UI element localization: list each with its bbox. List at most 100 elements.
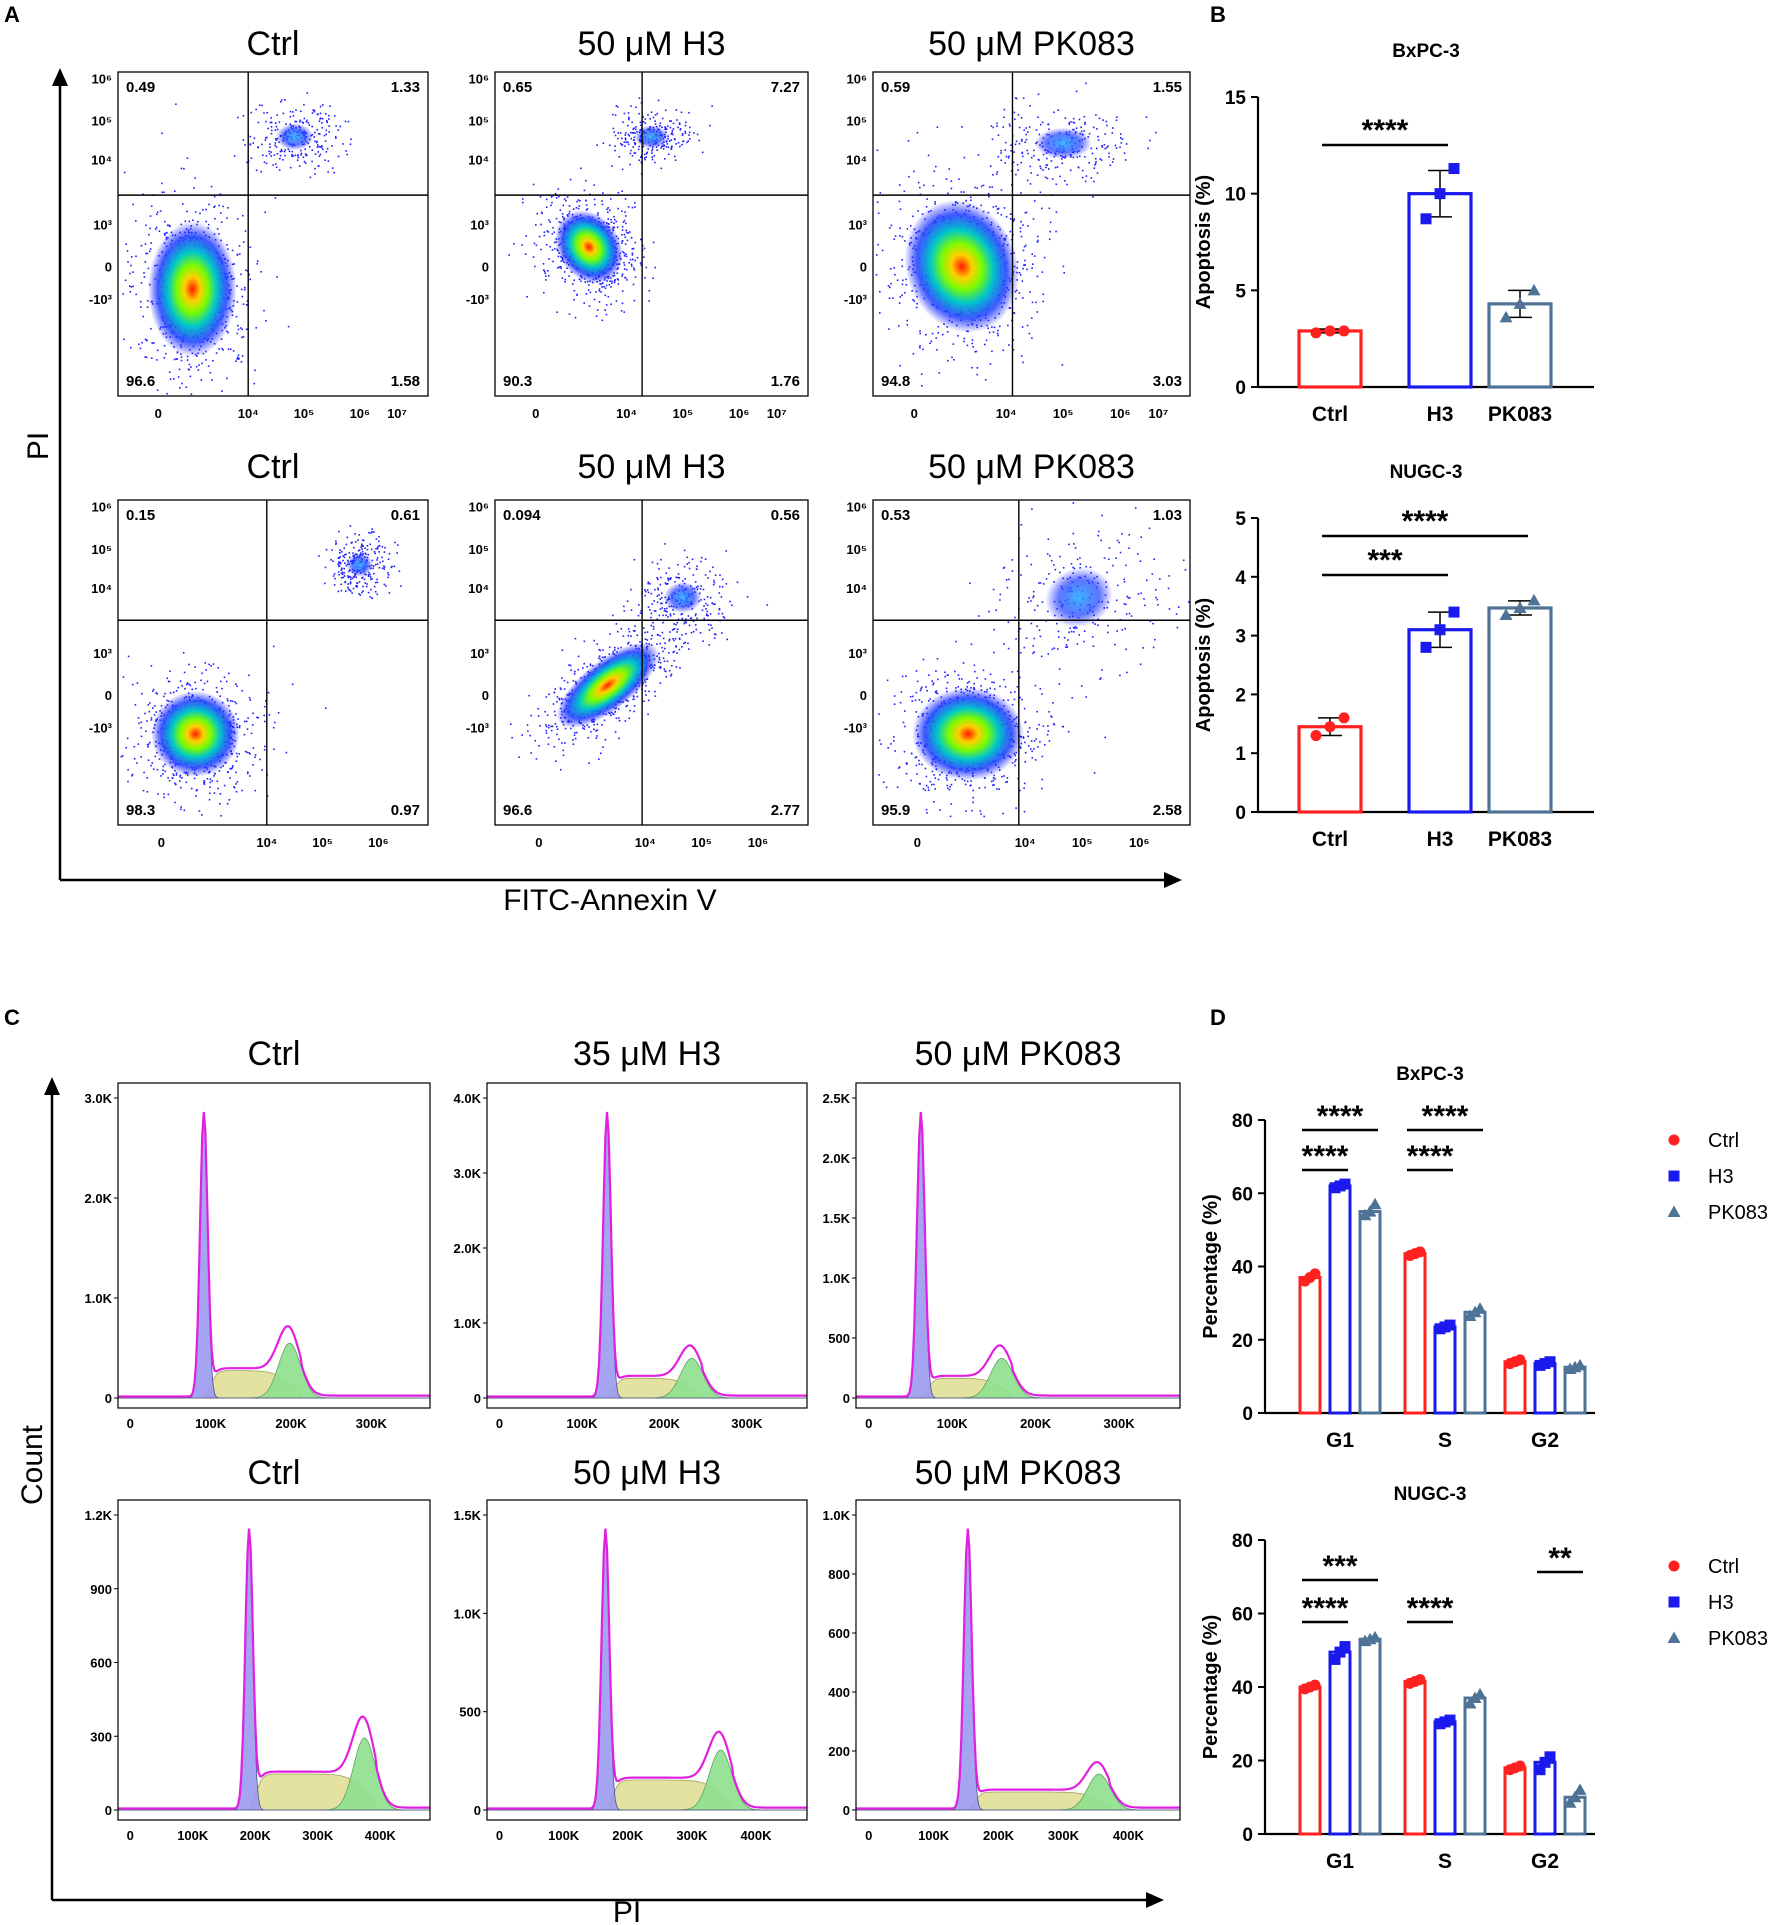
flow-dot — [613, 226, 616, 229]
flow-dot — [704, 558, 707, 560]
flow-dot — [180, 356, 183, 358]
flow-dot — [318, 555, 320, 557]
flow-dot — [634, 630, 636, 632]
flow-dot — [349, 576, 352, 578]
flow-dot — [971, 366, 973, 369]
flow-dot — [161, 191, 163, 194]
flow-dot — [633, 710, 635, 713]
flow-dot — [686, 556, 689, 559]
flow-dot — [311, 149, 314, 151]
flow-dot — [658, 568, 660, 570]
flow-dot — [263, 749, 266, 751]
flow-dot — [141, 692, 143, 695]
flow-dot — [553, 746, 556, 748]
flow-dots — [510, 543, 769, 771]
flow-dot — [645, 684, 647, 687]
flow-dot — [237, 116, 239, 119]
flow-dot — [192, 219, 194, 221]
flow-dot — [157, 349, 159, 352]
flow-dot — [699, 632, 702, 634]
flow-dot — [338, 573, 340, 576]
flow-dot — [562, 204, 565, 207]
flow-dot — [562, 749, 564, 752]
flow-dot — [233, 155, 236, 157]
flow-dot — [249, 699, 251, 701]
flow-dot — [687, 615, 690, 617]
flow-dot — [913, 300, 916, 302]
flow-dot — [633, 696, 635, 698]
flow-dot — [683, 549, 686, 552]
flow-dot — [340, 589, 343, 592]
flow-dot — [701, 151, 704, 154]
flow-dot — [182, 652, 185, 654]
flow-dot — [1013, 151, 1015, 153]
flow-dot — [731, 604, 733, 607]
flow-dot — [1084, 121, 1086, 124]
flow-x-tick: 10⁷ — [1148, 406, 1168, 421]
flow-dot — [537, 707, 539, 710]
flow-dot — [149, 227, 151, 230]
flow-dot — [1003, 678, 1005, 681]
flow-dot — [269, 146, 271, 148]
flow-dot — [282, 112, 285, 115]
flow-plot-title: Ctrl — [247, 25, 300, 63]
flow-dot — [255, 108, 257, 111]
flow-dot — [304, 148, 306, 150]
flow-dot — [274, 721, 276, 724]
flow-dot — [651, 156, 653, 158]
flow-dot — [302, 122, 304, 124]
flow-density-core — [904, 199, 1020, 333]
flow-dot — [545, 729, 547, 732]
flow-dot — [1041, 207, 1043, 210]
flow-dot — [373, 585, 376, 588]
flow-dot — [670, 120, 672, 122]
flow-y-tick: 10⁴ — [468, 152, 489, 167]
flow-dot — [200, 679, 202, 682]
flow-dot — [173, 378, 175, 380]
flow-dot — [1006, 777, 1009, 779]
flow-dot — [658, 656, 661, 659]
flow-dot — [678, 648, 681, 651]
flow-dot — [632, 258, 634, 261]
flow-dot — [585, 204, 588, 206]
flow-dot — [264, 720, 266, 723]
flow-dot — [673, 659, 676, 662]
flow-dot — [316, 141, 318, 144]
flow-dot — [665, 676, 668, 678]
flow-dot — [634, 206, 636, 208]
flow-dot — [1070, 121, 1072, 123]
flow-dot — [139, 347, 142, 350]
flow-dot — [357, 539, 359, 541]
flow-dot — [292, 111, 294, 113]
panel-letter-c: C — [4, 1005, 20, 1030]
flow-dot — [991, 350, 993, 353]
flow-dot — [305, 121, 308, 123]
flow-dot — [344, 554, 346, 556]
flow-dot — [217, 667, 219, 669]
flow-dot — [612, 226, 615, 228]
flow-dot — [674, 155, 676, 158]
flow-dot — [135, 293, 137, 296]
flow-dot — [652, 628, 655, 630]
flow-dot — [718, 592, 721, 594]
flow-dot — [604, 294, 607, 297]
flow-dot — [695, 613, 697, 615]
flow-dot — [264, 139, 267, 141]
flow-dot — [146, 339, 148, 342]
flow-dot — [708, 629, 711, 631]
flow-dot — [140, 306, 142, 308]
flow-dot — [558, 738, 560, 741]
flow-dot — [997, 207, 1000, 210]
flow-dot — [711, 105, 713, 107]
flow-dot — [920, 373, 923, 375]
flow-dot — [652, 241, 655, 244]
flow-dot — [279, 150, 282, 153]
flow-dot — [243, 733, 246, 736]
flow-dot — [181, 382, 183, 385]
flow-dot — [1010, 238, 1013, 241]
flow-dot — [126, 737, 129, 740]
flow-dot — [232, 350, 235, 352]
flow-dot — [245, 720, 248, 723]
flow-dot — [218, 233, 220, 235]
flow-dot — [1120, 142, 1123, 144]
